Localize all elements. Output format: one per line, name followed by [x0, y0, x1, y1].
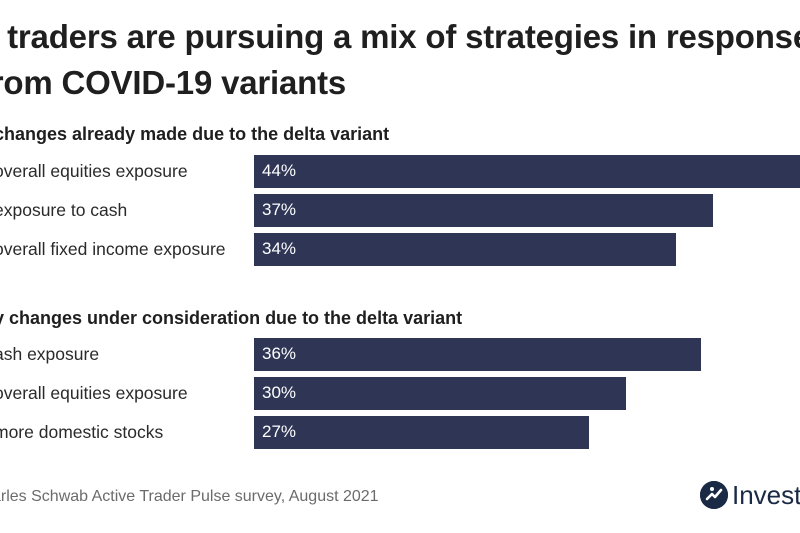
bar: 30%: [254, 377, 626, 410]
category-label: exposure to cash: [0, 200, 128, 220]
bar-value-label: 44%: [262, 161, 297, 180]
category-label: ash exposure: [0, 344, 100, 364]
category-label: overall equities exposure: [0, 383, 188, 403]
group-title-made: changes already made due to the delta va…: [0, 124, 390, 144]
brand-logo: Invest: [700, 478, 800, 512]
bar: 37%: [254, 194, 713, 227]
bar: 36%: [254, 338, 701, 371]
category-label: more domestic stocks: [0, 422, 164, 442]
bar-value-label: 27%: [262, 422, 297, 441]
logo-mark-icon: [700, 481, 728, 509]
category-label: overall equities exposure: [0, 161, 188, 181]
bar-value-label: 36%: [262, 344, 297, 363]
source-note: arles Schwab Active Trader Pulse survey,…: [0, 488, 379, 505]
chart-title-line-1: e traders are pursuing a mix of strategi…: [0, 18, 800, 55]
chart-title: e traders are pursuing a mix of strategi…: [0, 14, 800, 106]
chart-title-line-2: from COVID-19 variants: [0, 64, 347, 101]
bar: 34%: [254, 233, 676, 266]
bar-value-label: 34%: [262, 239, 297, 258]
group-title-considering: y changes under consideration due to the…: [0, 308, 463, 328]
bar-value-label: 30%: [262, 383, 297, 402]
bar: 27%: [254, 416, 589, 449]
category-label: overall fixed income exposure: [0, 239, 226, 259]
bar-value-label: 37%: [262, 200, 297, 219]
logo-text: Invest: [732, 479, 800, 510]
bar: 44%: [254, 155, 800, 188]
